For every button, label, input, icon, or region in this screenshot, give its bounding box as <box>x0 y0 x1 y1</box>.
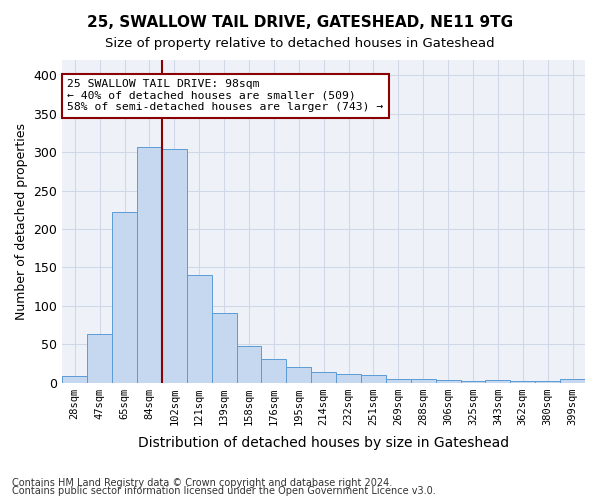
Text: 25 SWALLOW TAIL DRIVE: 98sqm
← 40% of detached houses are smaller (509)
58% of s: 25 SWALLOW TAIL DRIVE: 98sqm ← 40% of de… <box>67 79 383 112</box>
Text: Contains public sector information licensed under the Open Government Licence v3: Contains public sector information licen… <box>12 486 436 496</box>
Bar <box>187 275 212 382</box>
Bar <box>485 380 511 382</box>
Bar <box>311 372 336 382</box>
Bar <box>62 376 87 382</box>
Bar <box>162 149 187 382</box>
Bar <box>262 360 286 382</box>
Bar <box>236 346 262 382</box>
Text: Contains HM Land Registry data © Crown copyright and database right 2024.: Contains HM Land Registry data © Crown c… <box>12 478 392 488</box>
Y-axis label: Number of detached properties: Number of detached properties <box>15 123 28 320</box>
Bar <box>336 374 361 382</box>
Text: 25, SWALLOW TAIL DRIVE, GATESHEAD, NE11 9TG: 25, SWALLOW TAIL DRIVE, GATESHEAD, NE11 … <box>87 15 513 30</box>
Bar <box>511 381 535 382</box>
Bar <box>386 380 411 382</box>
Bar <box>461 381 485 382</box>
Text: Size of property relative to detached houses in Gateshead: Size of property relative to detached ho… <box>105 38 495 51</box>
Bar <box>411 378 436 382</box>
Bar <box>560 378 585 382</box>
Bar <box>286 367 311 382</box>
Bar <box>535 381 560 382</box>
Bar <box>436 380 461 382</box>
Bar <box>361 375 386 382</box>
X-axis label: Distribution of detached houses by size in Gateshead: Distribution of detached houses by size … <box>138 436 509 450</box>
Bar <box>212 314 236 382</box>
Bar <box>87 334 112 382</box>
Bar <box>112 212 137 382</box>
Bar <box>137 147 162 382</box>
